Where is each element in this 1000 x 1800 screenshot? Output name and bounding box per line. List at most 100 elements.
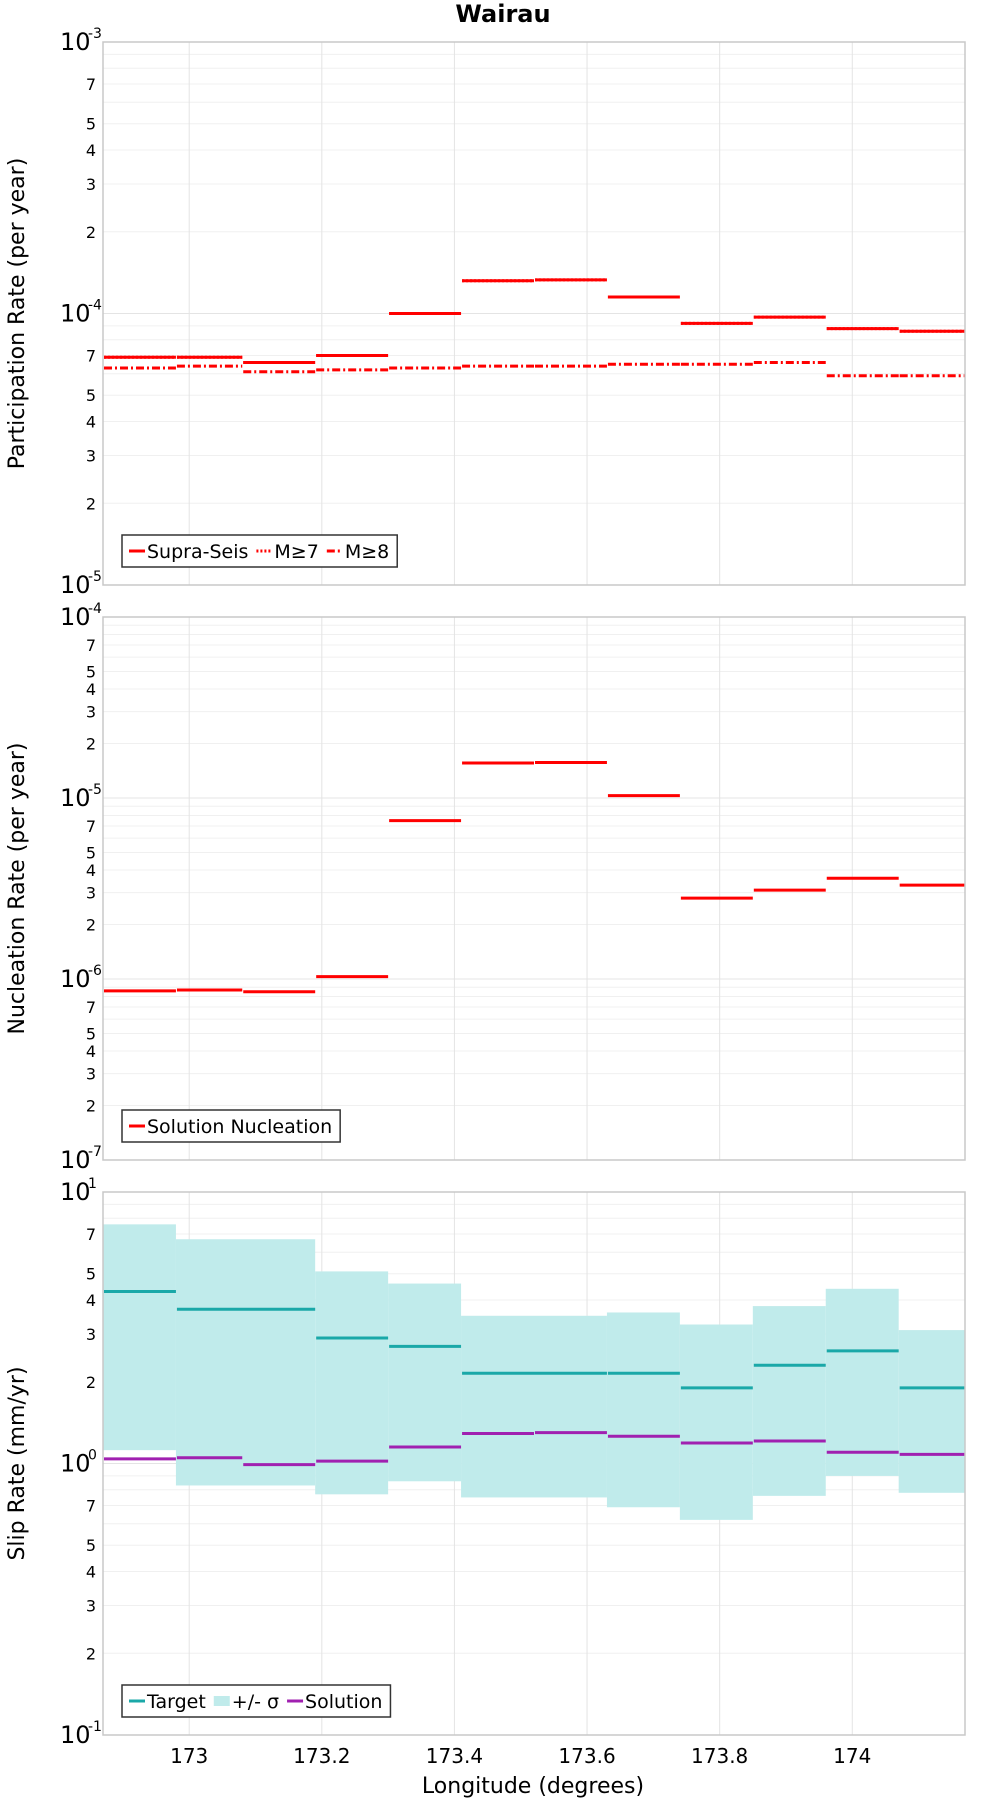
legend-swatch (213, 1696, 230, 1706)
y-tick-minor-label: 2 (86, 735, 96, 754)
band-segment (679, 1324, 753, 1520)
legend-frame (121, 1684, 392, 1718)
series-m-8 (104, 360, 965, 378)
series-m-7 (104, 278, 965, 364)
y-tick-minor-label: 2 (86, 916, 96, 935)
x-tick-label: 173.2 (293, 1744, 350, 1768)
y-tick-minor-label: 5 (86, 843, 96, 862)
series-solution-nucleation (104, 761, 965, 994)
y-tick-minor-label: 7 (86, 1497, 96, 1516)
y-tick-label: 10 (60, 603, 91, 631)
plot-frame (102, 41, 966, 586)
legend-frame (121, 1109, 341, 1143)
legend: Supra-Seis M≥7 M≥8 (121, 534, 398, 568)
y-tick-minor-label: 3 (86, 884, 96, 903)
x-tick-label: 173 (170, 1744, 208, 1768)
band-segment (103, 1224, 176, 1451)
y-tick-minor-label: 7 (86, 1225, 96, 1244)
y-tick-minor-label: 4 (86, 413, 96, 432)
y-tick-label: 10 (60, 28, 91, 56)
y-tick-minor-label: 3 (86, 1325, 96, 1344)
y-tick-minor-label: 5 (86, 1265, 96, 1284)
y-tick-minor-label: 4 (86, 1042, 96, 1061)
band-segment (315, 1271, 389, 1495)
y-tick-label: 10 (60, 1721, 91, 1749)
legend-label: Supra-Seis (147, 541, 248, 563)
y-tick-minor-label: 2 (86, 1097, 96, 1116)
y-tick-minor-label: 2 (86, 223, 96, 242)
y-tick-label: 10 (60, 784, 91, 812)
band-segment (752, 1306, 826, 1496)
panel-2: 10-710-610-510-4234572345723457Nucleatio… (5, 601, 966, 1174)
y-tick-exponent: -1 (88, 1719, 102, 1735)
y-tick-minor-label: 7 (86, 817, 96, 836)
y-tick-minor-label: 7 (86, 998, 96, 1017)
y-tick-minor-label: 5 (86, 1536, 96, 1555)
legend-label: Solution (305, 1691, 382, 1713)
y-tick-minor-label: 4 (86, 680, 96, 699)
band-segment (461, 1315, 607, 1498)
y-tick-label: 10 (60, 300, 91, 328)
y-tick-minor-label: 5 (86, 662, 96, 681)
y-tick-minor-label: 2 (86, 494, 96, 513)
y-tick-exponent: -4 (88, 298, 102, 314)
y-tick-minor-label: 4 (86, 861, 96, 880)
y-tick-minor-label: 2 (86, 1373, 96, 1392)
y-tick-exponent: -5 (88, 569, 102, 585)
y-tick-minor-label: 4 (86, 1291, 96, 1310)
legend-label: Solution Nucleation (147, 1116, 332, 1138)
y-tick-exponent: -4 (88, 601, 102, 617)
y-tick-label: 10 (60, 1450, 91, 1478)
x-tick-label: 173.4 (426, 1744, 483, 1768)
y-tick-minor-label: 2 (86, 1644, 96, 1663)
x-axis-label: Longitude (degrees) (422, 1774, 644, 1799)
y-tick-minor-label: 5 (86, 386, 96, 405)
y-tick-exponent: -6 (88, 963, 102, 979)
y-tick-label: 10 (60, 1178, 91, 1206)
y-tick-minor-label: 5 (86, 1024, 96, 1043)
y-tick-minor-label: 4 (86, 1563, 96, 1582)
legend-label: M≥7 (274, 541, 318, 563)
x-tick-label: 173.8 (691, 1744, 748, 1768)
y-tick-exponent: -3 (88, 26, 102, 42)
plot-frame (102, 616, 966, 1161)
legend-label: Target (146, 1691, 206, 1713)
legend: Solution Nucleation (121, 1109, 341, 1143)
y-tick-minor-label: 3 (86, 446, 96, 465)
y-tick-exponent: 0 (88, 1448, 97, 1464)
y-tick-minor-label: 3 (86, 1596, 96, 1615)
y-tick-label: 10 (60, 965, 91, 993)
y-tick-label: 10 (60, 1146, 91, 1174)
y-tick-minor-label: 5 (86, 115, 96, 134)
chart-title: Wairau (455, 0, 550, 28)
y-axis-label: Slip Rate (mm/yr) (5, 1366, 30, 1560)
series-target (104, 1290, 965, 1390)
legend: Target +/- σ Solution (121, 1684, 392, 1718)
y-axis-label: Participation Rate (per year) (5, 158, 30, 470)
band-segment (606, 1312, 680, 1508)
legend-label: M≥8 (345, 541, 389, 563)
y-tick-minor-label: 4 (86, 141, 96, 160)
band-segment (825, 1288, 899, 1476)
x-tick-label: 173.6 (558, 1744, 615, 1768)
y-tick-minor-label: 7 (86, 636, 96, 655)
series-solution (104, 1431, 965, 1467)
plot-frame (102, 1191, 966, 1736)
y-tick-label: 10 (60, 571, 91, 599)
y-tick-minor-label: 3 (86, 175, 96, 194)
legend-frame (121, 534, 398, 568)
band-segment (388, 1283, 462, 1482)
plot-area (103, 617, 965, 1160)
legend-label: +/- σ (232, 1691, 279, 1713)
y-tick-exponent: 1 (88, 1176, 97, 1192)
y-tick-exponent: -7 (88, 1144, 102, 1160)
y-tick-minor-label: 3 (86, 703, 96, 722)
y-tick-minor-label: 7 (86, 347, 96, 366)
y-tick-exponent: -5 (88, 782, 102, 798)
x-tick-label: 174 (833, 1744, 871, 1768)
y-axis-label: Nucleation Rate (per year) (5, 743, 30, 1035)
